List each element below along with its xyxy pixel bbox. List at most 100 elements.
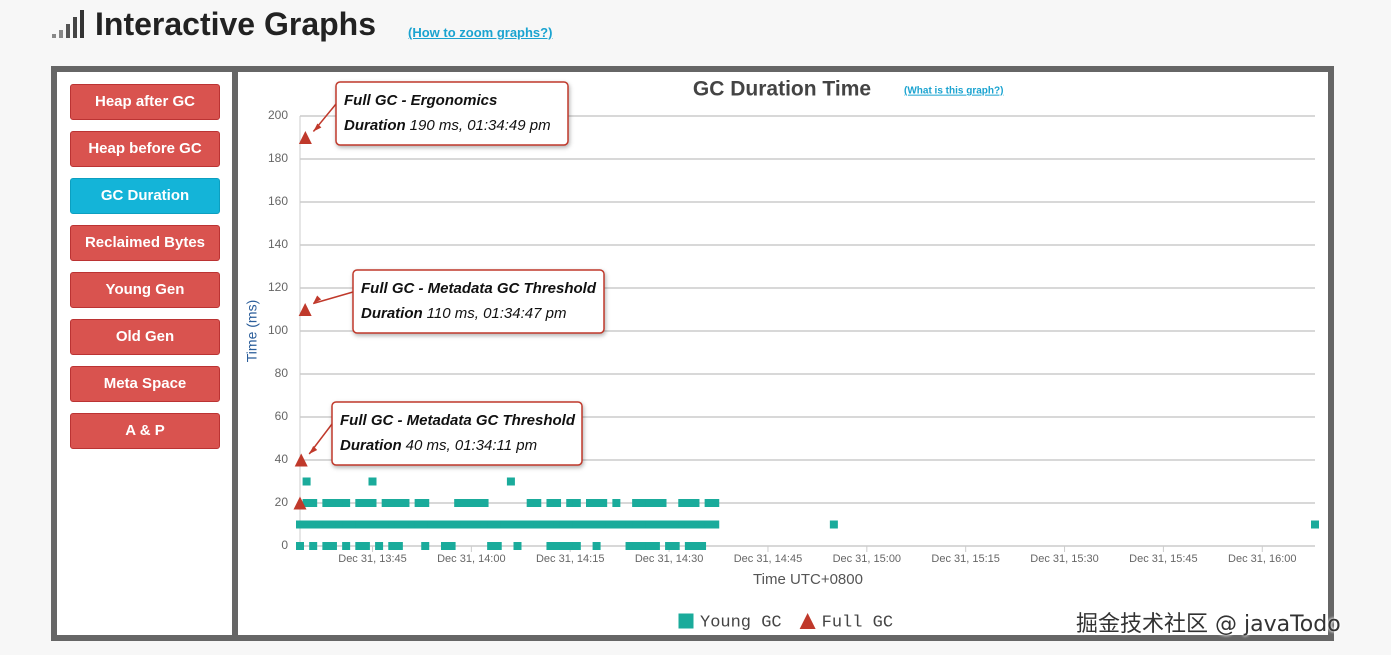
data-point (427, 520, 436, 529)
help-link[interactable]: (How to zoom graphs?) (408, 25, 553, 40)
nav-button[interactable]: Meta Space (70, 366, 220, 402)
data-point (368, 499, 377, 507)
x-tick-label: Dec 31, 15:00 (833, 553, 902, 565)
data-point (658, 520, 667, 529)
data-point (298, 303, 312, 316)
data-point (638, 520, 647, 529)
data-point (421, 542, 430, 550)
data-point (651, 520, 660, 529)
data-point (645, 499, 654, 507)
graph-frame: Heap after GC Heap before GC GC Duration Re… (51, 66, 1334, 641)
data-point (711, 499, 720, 507)
data-point (309, 520, 318, 529)
data-point (572, 499, 581, 507)
x-axis-label: Time UTC+0800 (753, 571, 863, 588)
data-point (553, 520, 562, 529)
legend-label: Young GC (700, 613, 782, 632)
data-point (658, 499, 667, 507)
data-point (302, 477, 311, 486)
data-point (309, 542, 318, 550)
data-point (559, 542, 568, 550)
data-point (421, 520, 430, 529)
data-point (566, 520, 575, 529)
data-point (375, 520, 384, 529)
data-point (414, 499, 423, 507)
data-point (691, 542, 700, 550)
x-tick-label: Dec 31, 15:45 (1129, 553, 1198, 565)
data-point (579, 520, 588, 529)
data-point (487, 542, 496, 550)
data-point (829, 520, 838, 529)
data-point (342, 542, 351, 550)
data-point (342, 520, 351, 529)
data-point (480, 499, 489, 507)
annotation-title: Full GC - Metadata GC Threshold (340, 412, 576, 429)
annotation-detail: Duration 190 ms, 01:34:49 pm (344, 117, 551, 134)
data-point (539, 520, 548, 529)
chart-panel (238, 72, 1328, 635)
data-point (368, 477, 377, 486)
y-tick-label: 120 (268, 280, 288, 294)
page-title: Interactive Graphs (95, 6, 376, 42)
legend-marker (678, 613, 694, 629)
help-link[interactable]: (What is this graph?) (904, 86, 1003, 97)
data-point (691, 499, 700, 507)
data-point (441, 520, 449, 529)
legend-marker (799, 613, 816, 629)
data-point (599, 520, 608, 529)
data-point (678, 520, 687, 529)
data-point (421, 499, 430, 507)
data-point (546, 542, 555, 550)
y-tick-label: 200 (268, 108, 288, 122)
annotation-label: Duration (340, 437, 402, 454)
nav-button[interactable]: Heap after GC (70, 84, 220, 120)
annotation-detail: Duration 40 ms, 01:34:11 pm (340, 437, 537, 454)
y-tick-label: 180 (268, 151, 288, 165)
data-point (493, 542, 502, 550)
data-point (487, 520, 496, 529)
data-point (328, 520, 337, 529)
nav-button[interactable]: Reclaimed Bytes (70, 225, 220, 261)
data-point (684, 520, 693, 529)
data-point (625, 520, 634, 529)
x-tick-label: Dec 31, 15:30 (1030, 553, 1099, 565)
nav-button[interactable]: Heap before GC (70, 131, 220, 167)
data-point (704, 499, 713, 507)
legend-label: Full GC (822, 613, 893, 632)
data-point (322, 520, 331, 529)
data-point (355, 520, 364, 529)
x-tick-label: Dec 31, 16:00 (1228, 553, 1297, 565)
data-point (678, 499, 687, 507)
annotation-label: Duration (344, 117, 406, 134)
arrow-head (309, 446, 318, 454)
data-point (296, 520, 304, 529)
data-point (368, 520, 377, 529)
nav-button[interactable]: Young Gen (70, 272, 220, 308)
data-point (559, 520, 568, 529)
data-point (599, 499, 608, 507)
x-tick-label: Dec 31, 14:15 (536, 553, 605, 565)
data-point (434, 520, 443, 529)
x-tick-label: Dec 31, 14:45 (734, 553, 803, 565)
data-point (460, 499, 469, 507)
data-point (322, 542, 331, 550)
data-point (625, 542, 634, 550)
data-point (553, 499, 562, 507)
nav-button[interactable]: GC Duration (70, 178, 220, 214)
nav-button[interactable]: A & P (70, 413, 220, 449)
data-point (638, 499, 647, 507)
y-tick-label: 140 (268, 237, 288, 251)
data-point (645, 542, 654, 550)
data-point (698, 542, 707, 550)
data-point (296, 542, 304, 550)
annotation-detail: Duration 110 ms, 01:34:47 pm (361, 305, 566, 322)
data-point (520, 520, 529, 529)
data-point (355, 499, 364, 507)
data-point (566, 542, 575, 550)
arrow-head (313, 295, 322, 304)
data-point (348, 520, 357, 529)
data-point (592, 499, 601, 507)
data-point (361, 542, 370, 550)
nav-button[interactable]: Old Gen (70, 319, 220, 355)
